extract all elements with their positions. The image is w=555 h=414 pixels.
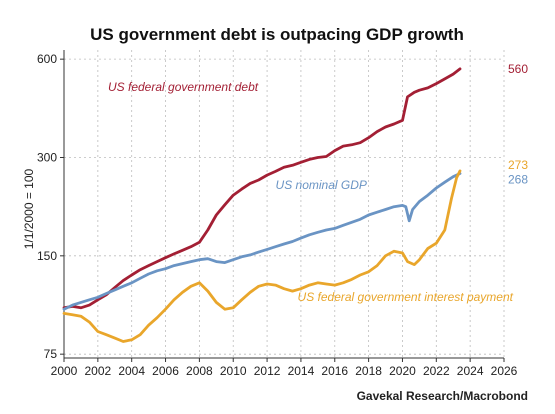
y-tick-label: 75 <box>44 347 58 361</box>
x-tick-label: 2026 <box>491 364 518 378</box>
gdp-series-line <box>62 172 462 311</box>
x-tick-label: 2020 <box>389 364 416 378</box>
y-tick-label: 600 <box>37 52 57 66</box>
x-tick-label: 2000 <box>51 364 78 378</box>
interest-end-label: 273 <box>508 158 528 172</box>
grid-layer <box>64 50 505 358</box>
interest-series-name: US federal government interest payment <box>298 290 514 304</box>
series-layer <box>62 67 462 343</box>
y-axis-label: 1/1/2000 = 100 <box>22 168 36 249</box>
debt-series-name: US federal government debt <box>108 80 259 94</box>
y-tick-label: 150 <box>37 249 57 263</box>
gdp-end-label: 268 <box>508 172 528 186</box>
interest-series-line <box>62 169 462 343</box>
labels-layer: US federal government debt US nominal GDP… <box>108 62 528 304</box>
x-tick-label: 2014 <box>288 364 315 378</box>
chart-title: US government debt is outpacing GDP grow… <box>90 25 464 44</box>
gdp-series-name: US nominal GDP <box>276 178 367 192</box>
x-tick-label: 2018 <box>355 364 382 378</box>
debt-end-label: 560 <box>508 62 528 76</box>
x-tick-label: 2010 <box>220 364 247 378</box>
source-label: Gavekal Research/Macrobond <box>357 389 528 403</box>
x-tick-label: 2012 <box>254 364 281 378</box>
x-tick-label: 2008 <box>186 364 213 378</box>
y-tick-label: 300 <box>37 150 57 164</box>
debt-series-line <box>62 67 462 310</box>
x-tick-label: 2002 <box>84 364 111 378</box>
x-tick-label: 2016 <box>321 364 348 378</box>
axes-layer: 2000 2002 2004 2006 2008 2010 2012 2014 2016 2018… <box>37 50 518 378</box>
x-tick-label: 2024 <box>457 364 484 378</box>
x-tick-label: 2004 <box>118 364 145 378</box>
x-tick-label: 2006 <box>152 364 179 378</box>
x-tick-label: 2022 <box>423 364 450 378</box>
